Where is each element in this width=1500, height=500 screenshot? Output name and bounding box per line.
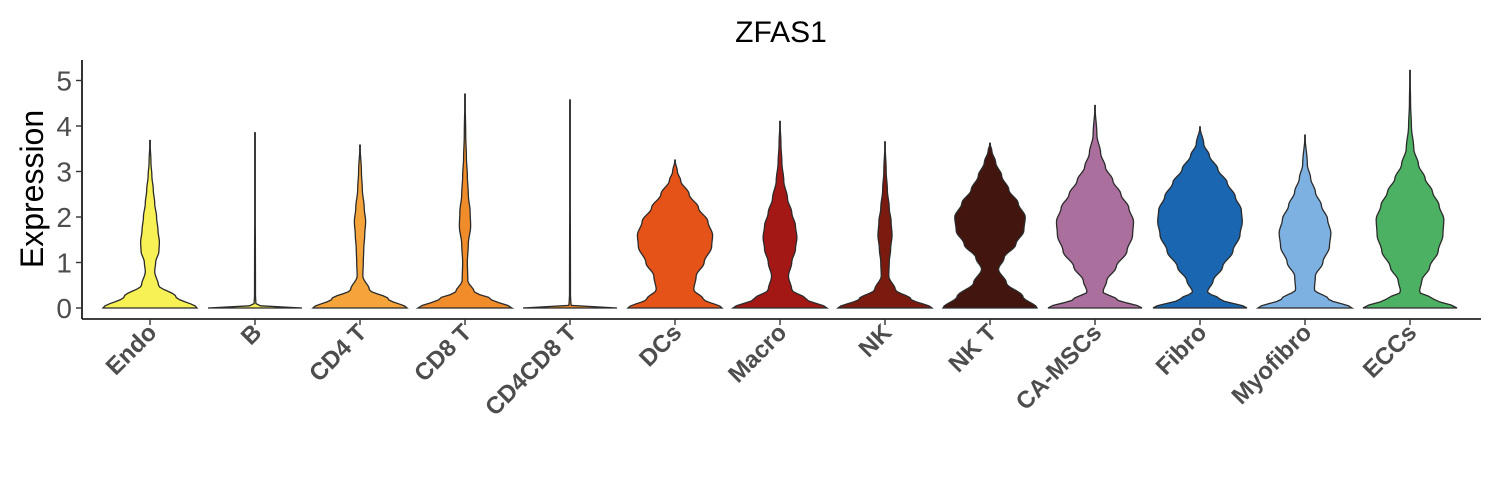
- violin-ca-mscs: [1047, 104, 1143, 309]
- y-ticks: 0 1 2 3 4 5: [56, 66, 82, 324]
- x-tick-label-b: B: [236, 319, 267, 350]
- y-tick-label: 2: [56, 202, 72, 233]
- violin-macro: [730, 120, 830, 309]
- x-tick-label-dcs: DCs: [634, 319, 687, 372]
- x-tick-label-nk-t: NK T: [944, 319, 1003, 378]
- x-tick-label-cd4-t: CD4 T: [304, 319, 372, 387]
- x-tick-label-endo: Endo: [101, 319, 163, 381]
- violin-nk: [836, 141, 934, 309]
- x-ticks: Endo B CD4 T CD8 T CD4CD8 T DCs Macro NK NK T CA-…: [101, 319, 1423, 422]
- x-tick-label-myofibro: Myofibro: [1227, 319, 1318, 410]
- violin-cd8-t: [415, 93, 515, 309]
- violin-cd4-t: [311, 144, 409, 309]
- violin-eccs: [1362, 69, 1458, 309]
- violin-dcs: [626, 159, 724, 309]
- violin-cd4cd8-t: [522, 99, 618, 309]
- x-tick-label-ca-mscs: CA-MSCs: [1011, 319, 1107, 415]
- violin-endo: [101, 139, 199, 309]
- y-tick-label: 0: [56, 293, 72, 324]
- y-tick-label: 4: [56, 111, 72, 142]
- x-tick-label-nk: NK: [854, 319, 898, 363]
- violin-myofibro: [1255, 134, 1355, 309]
- x-tick-label-cd4cd8-t: CD4CD8 T: [480, 319, 582, 421]
- y-tick-label: 1: [56, 248, 72, 279]
- x-tick-label-macro: Macro: [723, 319, 792, 388]
- violin-nk-t: [941, 142, 1039, 309]
- chart-title: ZFAS1: [735, 16, 827, 49]
- violins-layer: [101, 69, 1458, 309]
- y-axis-label: Expression: [14, 110, 50, 268]
- violin-fibro: [1152, 126, 1248, 309]
- x-tick-label-cd8-t: CD8 T: [409, 319, 477, 387]
- y-tick-label: 5: [56, 66, 72, 97]
- violin-b: [207, 132, 303, 309]
- y-tick-label: 3: [56, 157, 72, 188]
- x-tick-label-fibro: Fibro: [1151, 319, 1213, 381]
- x-tick-label-eccs: ECCs: [1358, 319, 1422, 383]
